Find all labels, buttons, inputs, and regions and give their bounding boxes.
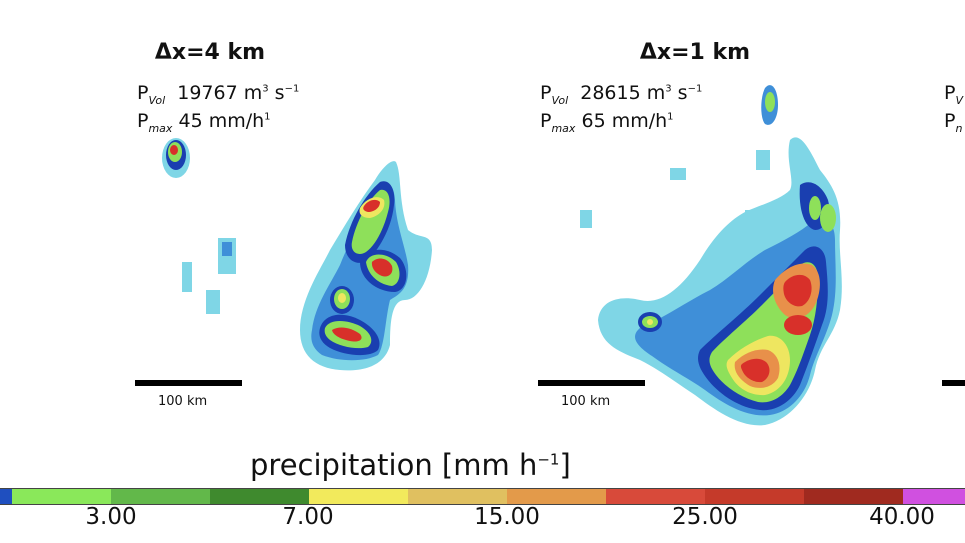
scale-label: 100 km — [561, 394, 611, 409]
colorbar-segment — [804, 489, 903, 504]
pvol-stat: PV — [944, 82, 963, 107]
colorbar-segment — [0, 489, 12, 504]
colorbar-tick: 40.00 — [869, 504, 935, 530]
pvol-stat: PVol 28615 m3 s−1 — [540, 82, 703, 107]
colorbar-segment — [210, 489, 309, 504]
colorbar-segment — [111, 489, 210, 504]
precipitation-maps — [162, 85, 842, 426]
scale-bar — [135, 380, 242, 386]
colorbar-tick: 15.00 — [474, 504, 540, 530]
scale-label: 100 km — [158, 394, 208, 409]
panel-4km: Δx=4 km PVol 19767 m3 s−1 Pmax 45 mm/h1 … — [0, 0, 480, 430]
scale-bar — [942, 380, 965, 386]
pmax-stat: Pn — [944, 110, 963, 135]
colorbar-tick: 7.00 — [282, 504, 334, 530]
panel-title: Δx=1 km — [639, 40, 751, 65]
colorbar-segment — [507, 489, 606, 504]
pmax-stat: Pmax 45 mm/h1 — [137, 110, 271, 135]
colorbar-segment — [903, 489, 965, 504]
panel-1km: Δx=1 km PVol 28615 m3 s−1 Pmax 65 mm/h1 … — [480, 0, 940, 430]
colorbar-segment — [408, 489, 507, 504]
colorbar-label: precipitation [mm h−1] — [250, 448, 571, 482]
colorbar-segment — [606, 489, 705, 504]
scale-bar — [538, 380, 645, 386]
panel-clipped: PV Pn — [940, 0, 965, 430]
pvol-stat: PVol 19767 m3 s−1 — [137, 82, 300, 107]
colorbar-segment — [12, 489, 111, 504]
colorbar-tick: 3.00 — [85, 504, 137, 530]
pmax-stat: Pmax 65 mm/h1 — [540, 110, 674, 135]
colorbar-tick: 25.00 — [672, 504, 738, 530]
precip-field-1km — [580, 85, 842, 426]
colorbar-segment — [705, 489, 804, 504]
precip-field-4km — [162, 138, 432, 371]
colorbar-segment — [309, 489, 408, 504]
panel-title: Δx=4 km — [154, 40, 266, 65]
colorbar — [0, 488, 965, 505]
